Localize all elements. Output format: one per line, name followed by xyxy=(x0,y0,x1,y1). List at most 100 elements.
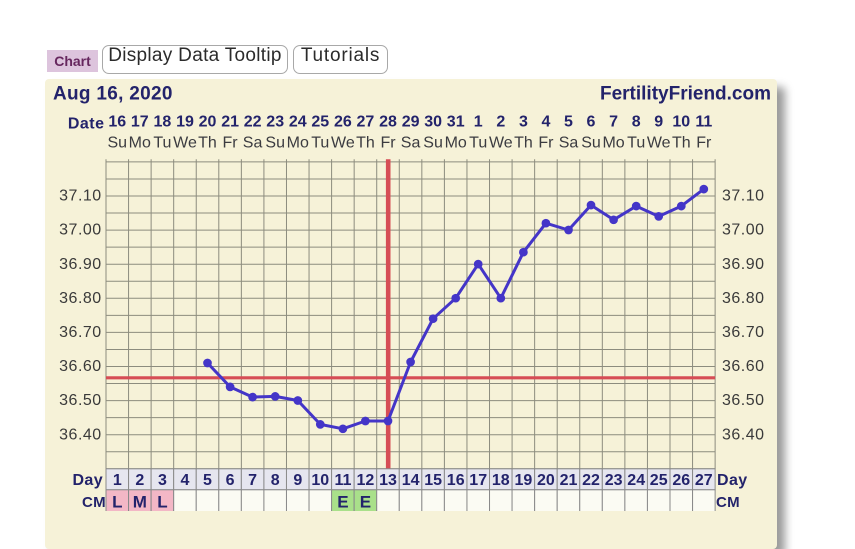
svg-text:Tu: Tu xyxy=(627,135,645,152)
svg-text:24: 24 xyxy=(627,472,645,489)
svg-text:19: 19 xyxy=(176,114,194,131)
svg-text:Su: Su xyxy=(581,135,601,152)
svg-text:CM: CM xyxy=(82,494,106,511)
svg-text:L: L xyxy=(157,493,167,511)
svg-text:We: We xyxy=(647,135,671,152)
svg-text:27: 27 xyxy=(695,472,713,489)
svg-text:36.90: 36.90 xyxy=(59,256,102,273)
svg-text:36.90: 36.90 xyxy=(722,256,765,273)
svg-text:15: 15 xyxy=(424,472,442,489)
svg-text:3: 3 xyxy=(519,114,528,131)
svg-text:17: 17 xyxy=(131,114,149,131)
svg-text:21: 21 xyxy=(221,114,239,131)
svg-text:M: M xyxy=(133,493,147,511)
svg-text:37.00: 37.00 xyxy=(59,222,102,239)
svg-text:37.10: 37.10 xyxy=(722,188,765,205)
svg-text:Sa: Sa xyxy=(243,135,263,152)
svg-text:Su: Su xyxy=(423,135,443,152)
svg-text:22: 22 xyxy=(244,114,262,131)
svg-text:13: 13 xyxy=(379,472,397,489)
svg-text:Mo: Mo xyxy=(445,135,467,152)
svg-text:20: 20 xyxy=(199,114,217,131)
svg-text:1: 1 xyxy=(474,114,483,131)
svg-text:36.70: 36.70 xyxy=(59,324,102,341)
svg-text:36.60: 36.60 xyxy=(722,358,765,375)
svg-text:30: 30 xyxy=(424,114,442,131)
svg-text:4: 4 xyxy=(541,114,550,131)
svg-text:9: 9 xyxy=(293,472,302,489)
svg-text:7: 7 xyxy=(609,114,618,131)
svg-text:Aug 16, 2020: Aug 16, 2020 xyxy=(53,83,173,104)
svg-text:Mo: Mo xyxy=(287,135,309,152)
svg-text:CM: CM xyxy=(716,494,740,511)
svg-text:We: We xyxy=(489,135,513,152)
svg-text:Th: Th xyxy=(198,135,217,152)
svg-text:22: 22 xyxy=(582,472,600,489)
svg-text:Tu: Tu xyxy=(311,135,329,152)
svg-text:18: 18 xyxy=(492,472,510,489)
svg-text:FertilityFriend.com: FertilityFriend.com xyxy=(600,83,771,104)
svg-text:Th: Th xyxy=(356,135,375,152)
svg-text:26: 26 xyxy=(334,114,352,131)
svg-text:31: 31 xyxy=(447,114,465,131)
svg-text:16: 16 xyxy=(108,114,126,131)
svg-text:4: 4 xyxy=(181,472,190,489)
svg-text:7: 7 xyxy=(248,472,257,489)
svg-text:L: L xyxy=(112,493,122,511)
svg-text:2: 2 xyxy=(135,472,144,489)
svg-text:10: 10 xyxy=(311,472,329,489)
svg-text:We: We xyxy=(331,135,355,152)
svg-text:11: 11 xyxy=(695,114,712,131)
svg-text:28: 28 xyxy=(379,114,397,131)
svg-text:We: We xyxy=(173,135,197,152)
svg-text:11: 11 xyxy=(334,472,351,489)
svg-text:14: 14 xyxy=(402,472,420,489)
svg-text:Tu: Tu xyxy=(469,135,487,152)
svg-text:37.10: 37.10 xyxy=(59,188,102,205)
svg-text:25: 25 xyxy=(311,114,329,131)
svg-text:Fr: Fr xyxy=(538,135,554,152)
svg-text:37.00: 37.00 xyxy=(722,222,765,239)
svg-text:2: 2 xyxy=(496,114,505,131)
svg-text:26: 26 xyxy=(672,472,690,489)
svg-text:36.50: 36.50 xyxy=(59,392,102,409)
svg-text:Fr: Fr xyxy=(696,135,712,152)
svg-text:3: 3 xyxy=(158,472,167,489)
svg-text:20: 20 xyxy=(537,472,555,489)
svg-text:Fr: Fr xyxy=(380,135,396,152)
svg-text:36.40: 36.40 xyxy=(59,426,102,443)
svg-text:17: 17 xyxy=(469,472,487,489)
svg-text:25: 25 xyxy=(650,472,668,489)
svg-text:Day: Day xyxy=(72,472,103,489)
svg-text:Tu: Tu xyxy=(153,135,171,152)
svg-text:36.50: 36.50 xyxy=(722,392,765,409)
svg-text:Mo: Mo xyxy=(602,135,624,152)
svg-text:36.80: 36.80 xyxy=(722,290,765,307)
svg-text:Th: Th xyxy=(514,135,533,152)
svg-text:Th: Th xyxy=(672,135,691,152)
svg-text:36.70: 36.70 xyxy=(722,324,765,341)
svg-text:Mo: Mo xyxy=(129,135,151,152)
svg-text:Day: Day xyxy=(717,472,748,489)
svg-text:27: 27 xyxy=(357,114,375,131)
svg-text:E: E xyxy=(337,493,348,511)
svg-text:23: 23 xyxy=(605,472,623,489)
svg-text:29: 29 xyxy=(402,114,420,131)
svg-text:18: 18 xyxy=(154,114,172,131)
svg-text:6: 6 xyxy=(226,472,235,489)
svg-text:10: 10 xyxy=(672,114,690,131)
svg-text:24: 24 xyxy=(289,114,307,131)
svg-text:8: 8 xyxy=(271,472,280,489)
svg-text:Fr: Fr xyxy=(223,135,239,152)
svg-text:Su: Su xyxy=(108,135,128,152)
svg-text:5: 5 xyxy=(203,472,212,489)
svg-text:Su: Su xyxy=(265,135,285,152)
svg-text:Date: Date xyxy=(68,116,105,133)
svg-text:E: E xyxy=(360,493,371,511)
svg-text:5: 5 xyxy=(564,114,573,131)
svg-text:6: 6 xyxy=(587,114,596,131)
svg-text:Sa: Sa xyxy=(401,135,421,152)
svg-text:9: 9 xyxy=(654,114,663,131)
svg-text:19: 19 xyxy=(515,472,533,489)
svg-text:36.60: 36.60 xyxy=(59,358,102,375)
